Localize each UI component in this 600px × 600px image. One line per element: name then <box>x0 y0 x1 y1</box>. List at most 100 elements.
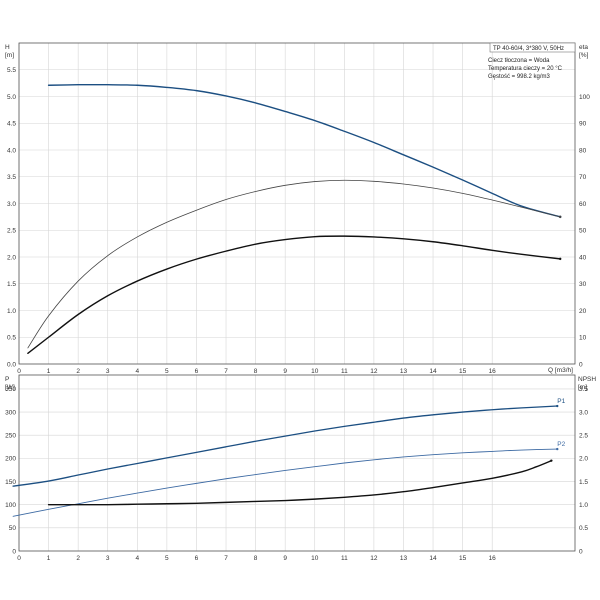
p1-x-tick-7: 7 <box>224 368 228 375</box>
p1-series-line-0 <box>47 83 561 218</box>
p2-x-tick-8: 8 <box>254 555 258 562</box>
p2-y-right-tick-4: 2.0 <box>579 456 588 463</box>
info-line-3: Gęstość = 998.2 kg/m3 <box>488 74 551 80</box>
p2-y-left-tick-1: 50 <box>9 525 17 532</box>
p1-series-end-point-2 <box>559 257 562 261</box>
p2-x-tick-3: 3 <box>106 555 110 562</box>
y2-left-title: P <box>5 376 9 383</box>
p2-x-tick-11: 11 <box>341 555 348 562</box>
p2-y-left-tick-3: 150 <box>5 479 16 486</box>
p2-series-line-2 <box>47 459 553 506</box>
p1-x-tick-4: 4 <box>135 368 139 375</box>
p2-x-tick-14: 14 <box>429 555 437 562</box>
p2-x-tick-2: 2 <box>76 555 80 562</box>
p1-x-tick-3: 3 <box>106 368 110 375</box>
panel1-series <box>27 83 562 354</box>
p1-x-tick-16: 16 <box>489 368 497 375</box>
panel-head-efficiency: 0 1 2 3 4 5 6 7 8 9 10 11 12 13 14 15 160.00.51.01.52.02… <box>5 42 590 375</box>
p1-y-right-tick-6: 60 <box>579 201 587 208</box>
y-right-unit: [%] <box>579 52 589 59</box>
p2-series-end-point-2 <box>550 459 553 462</box>
p1-x-tick-15: 15 <box>459 368 467 375</box>
p1-y-left-tick-9: 4.5 <box>7 121 16 128</box>
p1-y-left-tick-0: 0.0 <box>7 361 16 368</box>
p1-series-end-point-1 <box>559 215 562 219</box>
p1-y-left-tick-1: 0.5 <box>7 335 16 342</box>
p1-y-right-tick-9: 90 <box>579 121 587 128</box>
p1-y-right-tick-1: 10 <box>579 335 587 342</box>
p2-y-left-tick-5: 250 <box>5 433 16 440</box>
p1-y-right-tick-10: 100 <box>579 94 590 101</box>
p2-series-end-point-0 <box>556 404 559 408</box>
panel-power-npsh: 0 1 2 3 4 5 6 7 8 9 10 11 12 13 14 15 160501001502002503… <box>5 374 596 562</box>
p2-x-tick-9: 9 <box>283 555 287 562</box>
p2-y-right-tick-5: 2.5 <box>579 433 588 440</box>
info-line-2: Temperatura cieczy = 20 °C <box>488 66 563 72</box>
p2-series-label-1: P2 <box>557 441 565 448</box>
p1-x-tick-12: 12 <box>370 368 378 375</box>
p2-y-right-tick-6: 3.0 <box>579 409 588 416</box>
p2-y-left-tick-4: 200 <box>5 456 16 463</box>
panel2-frame <box>18 374 576 552</box>
p2-y-right-tick-7: 3.5 <box>579 386 588 393</box>
y2-left-unit: [W] <box>5 384 15 391</box>
p1-x-tick-13: 13 <box>400 368 408 375</box>
p1-y-left-tick-4: 2.0 <box>7 254 16 261</box>
p1-x-tick-6: 6 <box>195 368 199 375</box>
p2-y-left-tick-6: 300 <box>5 409 16 416</box>
p1-y-right-tick-0: 0 <box>579 361 583 368</box>
panel2-series: P1 P2 <box>12 398 566 517</box>
p1-y-right-tick-3: 30 <box>579 281 587 288</box>
p1-series-line-1 <box>27 179 561 349</box>
p1-y-right-tick-4: 40 <box>579 254 587 261</box>
p1-y-right-tick-8: 80 <box>579 147 587 154</box>
p2-y-left-tick-7: 350 <box>5 386 16 393</box>
y-left-title: H <box>5 44 10 51</box>
p1-x-tick-14: 14 <box>429 368 437 375</box>
p1-series-line-2 <box>27 235 561 354</box>
info-box-title: TP 40-60/4, 3*380 V, 50Hz <box>493 46 564 52</box>
p1-x-tick-5: 5 <box>165 368 169 375</box>
p1-y-right-tick-5: 50 <box>579 228 587 235</box>
p1-y-right-tick-7: 70 <box>579 174 587 181</box>
p2-y-right-tick-2: 1.0 <box>579 502 588 509</box>
p2-y-right-tick-0: 0 <box>579 548 583 555</box>
p1-y-left-tick-11: 5.5 <box>7 67 16 74</box>
p2-x-tick-13: 13 <box>400 555 408 562</box>
p2-series-line-0 <box>12 405 558 487</box>
p2-x-tick-16: 16 <box>489 555 497 562</box>
x-axis-label: Q [m3/h] <box>548 367 573 374</box>
y2-right-unit: [m] <box>578 384 587 391</box>
p1-x-tick-10: 10 <box>311 368 319 375</box>
p2-y-left-tick-0: 0 <box>12 548 16 555</box>
panel2-ticks: 0 1 2 3 4 5 6 7 8 9 10 11 12 13 14 15 160501001502002503… <box>5 386 588 562</box>
p2-series-end-point-1 <box>556 447 559 451</box>
p2-y-right-tick-1: 0.5 <box>579 525 588 532</box>
p2-x-tick-4: 4 <box>135 555 139 562</box>
p2-x-tick-5: 5 <box>165 555 169 562</box>
p2-y-right-tick-3: 1.5 <box>579 479 588 486</box>
info-line-1: Ciecz tłoczona = Woda <box>488 58 550 64</box>
p1-x-tick-8: 8 <box>254 368 258 375</box>
p2-y-left-tick-2: 100 <box>5 502 16 509</box>
p1-y-left-tick-2: 1.0 <box>7 308 16 315</box>
p2-x-tick-10: 10 <box>311 555 319 562</box>
y2-right-title: NPSH <box>578 376 596 383</box>
y-right-title: eta <box>579 44 588 51</box>
p1-y-right-tick-2: 20 <box>579 308 587 315</box>
p1-x-tick-1: 1 <box>47 368 51 375</box>
p2-x-tick-1: 1 <box>47 555 51 562</box>
p2-x-tick-6: 6 <box>195 555 199 562</box>
p1-y-left-tick-6: 3.0 <box>7 201 16 208</box>
p1-x-tick-9: 9 <box>283 368 287 375</box>
info-box: TP 40-60/4, 3*380 V, 50Hz Ciecz tłoczona… <box>488 42 576 80</box>
p2-x-tick-7: 7 <box>224 555 228 562</box>
p1-x-tick-2: 2 <box>76 368 80 375</box>
p1-y-left-tick-10: 5.0 <box>7 94 16 101</box>
p2-series-line-1 <box>12 448 558 517</box>
panel2-grid <box>18 375 575 552</box>
p1-x-tick-0: 0 <box>17 368 21 375</box>
y-left-unit: [m] <box>5 52 14 59</box>
